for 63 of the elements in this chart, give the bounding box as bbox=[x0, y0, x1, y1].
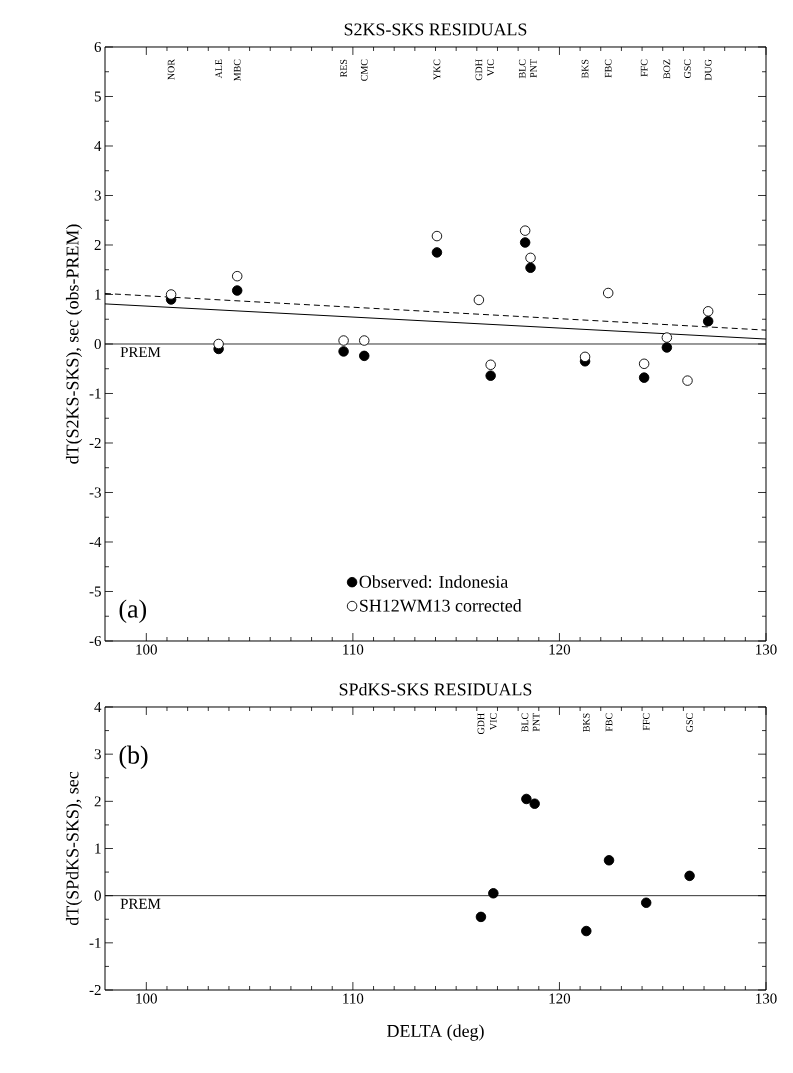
annotation: ALE bbox=[215, 59, 222, 79]
legend-label: SH12WM13 corrected bbox=[360, 599, 522, 612]
x-tick-label: 120 bbox=[549, 993, 571, 1004]
y-axis-title: dT(S2KS-SKS), sec (obs-PREM) bbox=[65, 224, 83, 464]
y-tick-label: 0 bbox=[94, 338, 101, 350]
y-tick-label: 0 bbox=[94, 890, 101, 901]
annotation: GDH bbox=[475, 59, 483, 81]
y-tick-label: 2 bbox=[94, 796, 101, 807]
annotation: NOR bbox=[167, 59, 175, 80]
annotation: BKS bbox=[581, 59, 589, 79]
annotation: BLC bbox=[521, 713, 529, 732]
annotation: PNT bbox=[530, 59, 537, 78]
annotation: BLC bbox=[518, 59, 526, 79]
x-tick-label: 110 bbox=[343, 644, 364, 655]
legend-label: Observed: Indonesia bbox=[359, 575, 509, 588]
annotation: DUG bbox=[704, 59, 712, 81]
y-tick-label: -4 bbox=[89, 537, 102, 547]
y-tick-label: -6 bbox=[89, 635, 102, 647]
ref-line-label: PREM bbox=[120, 347, 161, 357]
x-tick-label: 130 bbox=[756, 644, 777, 655]
annotation: BOZ bbox=[663, 59, 671, 79]
chart-title: SPdKS-SKS RESIDUALS bbox=[339, 682, 532, 696]
x-tick-label: 100 bbox=[136, 993, 157, 1004]
annotation: GSC bbox=[686, 713, 693, 732]
annotation: GDH bbox=[477, 713, 485, 735]
annotation: VIC bbox=[489, 713, 497, 730]
y-tick-label: 3 bbox=[94, 190, 101, 201]
y-tick-label: 4 bbox=[94, 141, 102, 151]
y-tick-label: 4 bbox=[94, 702, 102, 712]
x-tick-label: 110 bbox=[343, 993, 364, 1004]
y-tick-label: -1 bbox=[89, 388, 101, 399]
annotation: (b) bbox=[119, 745, 148, 770]
y-tick-label: -2 bbox=[89, 985, 101, 995]
annotation: FFC bbox=[642, 713, 650, 731]
annotation: VIC bbox=[487, 59, 495, 77]
annotation: BKS bbox=[582, 713, 590, 732]
y-axis-title: dT(SPdKS-SKS), sec bbox=[65, 771, 83, 926]
annotation: FBC bbox=[604, 59, 612, 78]
annotation: FBC bbox=[605, 713, 613, 732]
chart-title: S2KS-SKS RESIDUALS bbox=[344, 23, 527, 36]
y-tick-label: 6 bbox=[94, 41, 102, 52]
annotation: (a) bbox=[119, 599, 147, 623]
annotation: YKC bbox=[433, 59, 441, 80]
x-axis-title: DELTA (deg) bbox=[387, 1024, 484, 1041]
y-tick-label: -3 bbox=[89, 487, 101, 498]
annotation: MBC bbox=[233, 59, 241, 81]
annotation: FFC bbox=[640, 59, 648, 77]
y-tick-label: -1 bbox=[89, 937, 101, 948]
x-tick-label: 120 bbox=[549, 644, 571, 655]
y-tick-label: 5 bbox=[94, 91, 101, 102]
x-tick-label: 130 bbox=[756, 993, 777, 1004]
ref-line-label: PREM bbox=[120, 898, 161, 909]
annotation: CMC bbox=[360, 59, 368, 81]
y-tick-label: 2 bbox=[94, 240, 101, 250]
y-tick-label: 1 bbox=[95, 289, 101, 300]
annotation: RES bbox=[340, 59, 347, 78]
y-tick-label: 3 bbox=[94, 749, 101, 760]
x-tick-label: 100 bbox=[136, 644, 157, 655]
annotation: GSC bbox=[684, 59, 691, 79]
y-tick-label: -2 bbox=[89, 438, 101, 448]
annotation: PNT bbox=[532, 713, 540, 732]
y-tick-label: 1 bbox=[95, 843, 101, 854]
y-tick-label: -5 bbox=[89, 586, 101, 597]
